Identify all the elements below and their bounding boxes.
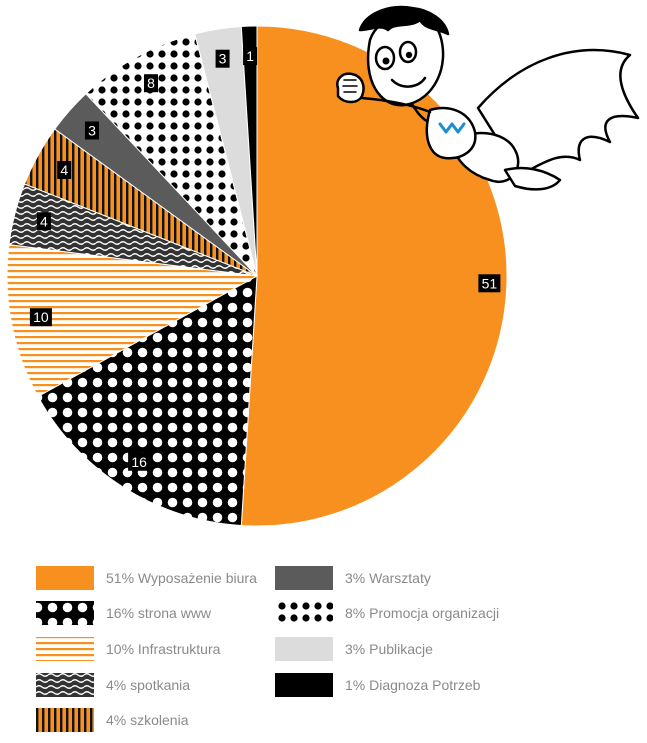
legend-item-5: 3% Warsztaty bbox=[275, 566, 431, 590]
svg-text:4: 4 bbox=[60, 162, 68, 178]
legend-swatch-3 bbox=[36, 673, 94, 697]
svg-text:10: 10 bbox=[33, 309, 49, 325]
svg-text:8: 8 bbox=[147, 75, 155, 91]
legend-label-3: 4% spotkania bbox=[106, 677, 190, 693]
slice-data-label-8: 1 bbox=[243, 47, 258, 66]
legend-item-7: 3% Publikacje bbox=[275, 637, 433, 661]
slice-data-label-6: 8 bbox=[144, 74, 159, 93]
legend-swatch-6 bbox=[275, 601, 333, 625]
pie-slice-8 bbox=[240, 25, 258, 277]
slice-data-label-5: 3 bbox=[84, 121, 99, 140]
legend-label-4: 4% szkolenia bbox=[106, 712, 189, 728]
legend-label-2: 10% Infrastruktura bbox=[106, 641, 221, 657]
svg-text:3: 3 bbox=[88, 123, 96, 139]
slice-data-label-1: 16 bbox=[128, 452, 151, 471]
svg-text:4: 4 bbox=[40, 213, 48, 229]
svg-text:16: 16 bbox=[131, 454, 147, 470]
legend-label-8: 1% Diagnoza Potrzeb bbox=[345, 677, 481, 693]
legend-label-6: 8% Promocja organizacji bbox=[345, 605, 499, 621]
pie-slice-1 bbox=[37, 275, 258, 527]
svg-text:3: 3 bbox=[219, 51, 227, 67]
legend-swatch-8 bbox=[275, 673, 333, 697]
svg-text:51: 51 bbox=[482, 275, 498, 291]
legend-swatch-7 bbox=[275, 637, 333, 661]
legend-item-0: 51% Wyposażenie biura bbox=[36, 566, 257, 590]
slice-data-label-3: 4 bbox=[36, 212, 51, 231]
pie-slice-2 bbox=[6, 244, 259, 398]
slice-data-label-2: 10 bbox=[29, 308, 52, 327]
slice-data-label-0: 51 bbox=[478, 274, 501, 293]
legend-item-6: 8% Promocja organizacji bbox=[275, 601, 499, 625]
svg-text:1: 1 bbox=[246, 48, 254, 64]
slice-data-label-7: 3 bbox=[215, 49, 230, 68]
slice-data-label-4: 4 bbox=[57, 161, 72, 180]
legend: 51% Wyposażenie biura 16% strona www 10% I… bbox=[36, 566, 499, 732]
legend-label-0: 51% Wyposażenie biura bbox=[106, 570, 257, 586]
legend-label-5: 3% Warsztaty bbox=[345, 570, 431, 586]
pie-slice-labels: 51 16 10 4 4 3 8 3 1 bbox=[29, 47, 501, 471]
pie-slice-0 bbox=[240, 25, 508, 527]
legend-item-1: 16% strona www bbox=[36, 601, 212, 625]
legend-item-4: 4% szkolenia bbox=[36, 708, 189, 732]
legend-swatch-1 bbox=[36, 601, 94, 625]
legend-swatch-4 bbox=[36, 708, 94, 732]
legend-swatch-5 bbox=[275, 566, 333, 590]
pie-slice-6 bbox=[85, 33, 258, 277]
legend-swatch-2 bbox=[36, 637, 94, 661]
legend-label-1: 16% strona www bbox=[106, 605, 212, 621]
legend-item-3: 4% spotkania bbox=[36, 673, 190, 697]
superhero-mascot-image bbox=[336, 5, 640, 191]
legend-swatch-0 bbox=[36, 566, 94, 590]
legend-label-7: 3% Publikacje bbox=[345, 641, 433, 657]
legend-item-2: 10% Infrastruktura bbox=[36, 637, 221, 661]
pie-slices bbox=[6, 25, 508, 527]
legend-item-8: 1% Diagnoza Potrzeb bbox=[275, 673, 481, 697]
